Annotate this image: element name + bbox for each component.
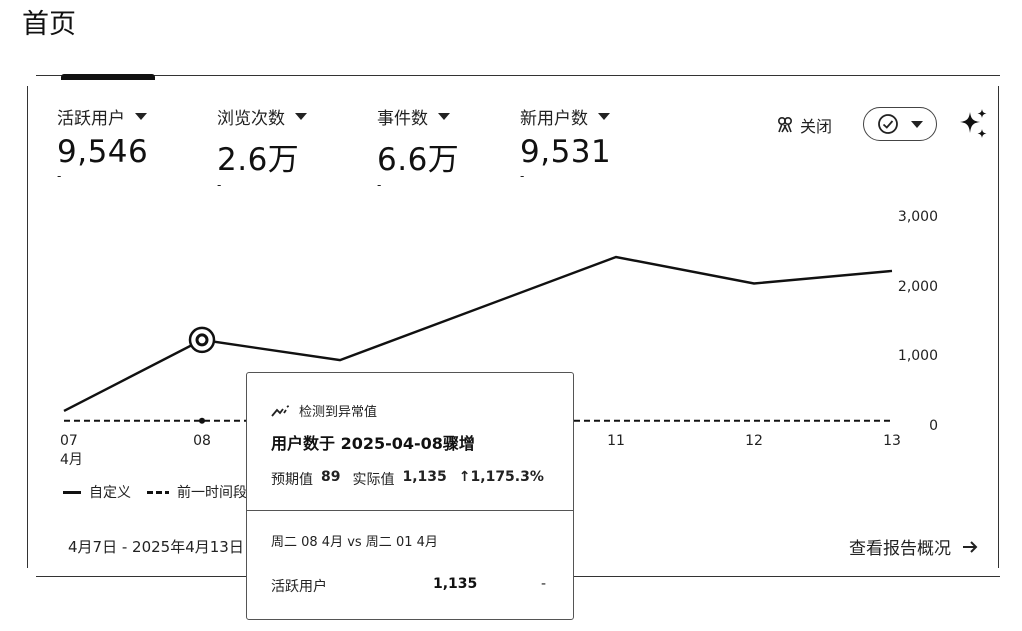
metric-tab-views[interactable]: 浏览次数 2.6万 - xyxy=(217,104,307,191)
x-tick-label: 07 xyxy=(60,433,78,449)
metric-tab-new-users[interactable]: 新用户数 9,531 - xyxy=(520,104,611,182)
anomaly-marker-center xyxy=(195,333,209,347)
chevron-down-icon xyxy=(911,120,923,128)
metric-change: - xyxy=(520,169,525,183)
anomaly-trend-icon xyxy=(271,403,291,417)
sparkle-icon[interactable] xyxy=(957,108,989,140)
legend-dashed-swatch xyxy=(147,490,169,494)
close-insights-button[interactable]: 关闭 xyxy=(776,113,832,137)
series-line-current xyxy=(63,255,893,413)
legend-label-current: 自定义 xyxy=(89,485,131,501)
y-tick-label: 3,000 xyxy=(897,209,938,225)
tooltip-metric-value: 1,135 xyxy=(433,576,478,592)
card-top-border xyxy=(36,75,1000,76)
metric-change: - xyxy=(57,169,62,183)
expected-label: 预期值 xyxy=(271,472,313,488)
x-tick-label: 13 xyxy=(883,433,901,449)
metric-tab-active-users[interactable]: 活跃用户 9,546 - xyxy=(57,104,148,182)
view-report-link[interactable]: 查看报告概况 xyxy=(849,534,979,559)
tooltip-metric-change: - xyxy=(541,576,547,592)
tooltip-stats: 预期值 89 实际值 1,135 ↑1,175.3% xyxy=(271,469,544,489)
dropdown-caret-icon[interactable] xyxy=(295,113,307,120)
close-label: 关闭 xyxy=(800,117,833,136)
chart-legend: 自定义 前一时间段 xyxy=(63,482,247,502)
x-tick-label: 11 xyxy=(607,433,625,449)
report-link-label: 查看报告概况 xyxy=(849,539,951,559)
card-right-border xyxy=(998,86,999,568)
data-point xyxy=(199,417,205,424)
metric-label: 活跃用户 xyxy=(57,109,125,129)
tooltip-title: 用户数于 2025-04-08骤增 xyxy=(271,434,475,453)
insights-ribbon-icon xyxy=(777,116,793,133)
page-title: 首页 xyxy=(22,9,76,40)
actual-label: 实际值 xyxy=(352,472,395,488)
y-tick-label: 0 xyxy=(929,418,938,434)
card-left-border xyxy=(27,86,28,568)
actual-value: 1,135 xyxy=(402,469,447,485)
tooltip-header-text: 检测到异常值 xyxy=(299,405,378,420)
tooltip-divider xyxy=(247,510,573,511)
arrow-right-icon xyxy=(963,540,978,553)
tooltip-metric-label: 活跃用户 xyxy=(271,579,327,595)
metric-tab-events[interactable]: 事件数 6.6万 - xyxy=(377,104,459,191)
metric-value: 9,531 xyxy=(520,134,612,170)
metric-value: 9,546 xyxy=(57,134,149,170)
dropdown-caret-icon[interactable] xyxy=(598,113,610,120)
expected-value: 89 xyxy=(321,469,341,485)
check-circle-icon xyxy=(878,114,898,134)
metric-label: 浏览次数 xyxy=(217,109,285,129)
metric-label: 新用户数 xyxy=(520,109,588,129)
dropdown-caret-icon[interactable] xyxy=(438,113,450,120)
date-range-selector[interactable]: 4月7日 - 2025年4月13日 xyxy=(68,538,244,556)
legend-solid-swatch xyxy=(63,490,81,494)
anomaly-tooltip: 检测到异常值 用户数于 2025-04-08骤增 预期值 89 实际值 1,13… xyxy=(246,372,574,620)
y-tick-label: 2,000 xyxy=(897,278,938,295)
metric-value: 2.6万 xyxy=(217,142,300,178)
metric-label: 事件数 xyxy=(377,109,428,129)
tooltip-compare: 周二 08 4月 vs 周二 01 4月 xyxy=(271,535,438,550)
x-tick-label: 08 xyxy=(193,433,211,449)
dropdown-caret-icon[interactable] xyxy=(135,113,147,120)
metric-change: - xyxy=(377,178,382,192)
metric-value: 6.6万 xyxy=(377,142,460,178)
y-tick-label: 1,000 xyxy=(897,348,938,365)
active-tab-indicator xyxy=(61,74,155,80)
metric-change: - xyxy=(217,178,222,192)
status-dropdown-chip[interactable] xyxy=(863,107,937,141)
change-value: ↑1,175.3% xyxy=(458,469,544,485)
legend-label-previous: 前一时间段 xyxy=(177,485,247,501)
x-month-label: 4月 xyxy=(60,452,83,468)
tooltip-header: 检测到异常值 xyxy=(271,401,377,420)
x-tick-label: 12 xyxy=(745,433,763,449)
